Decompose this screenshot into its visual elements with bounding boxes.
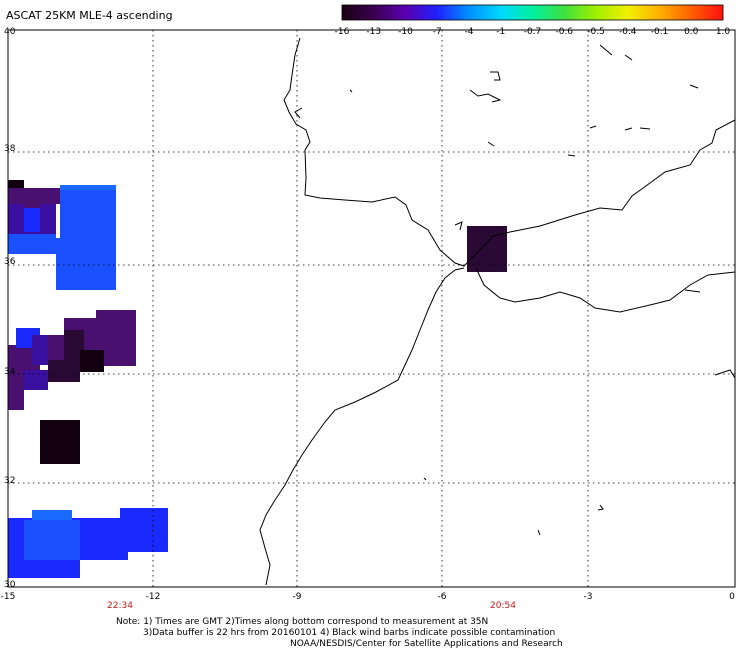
colorbar-label: -0.5 bbox=[587, 27, 605, 37]
colorbar-label: -4 bbox=[464, 27, 474, 37]
map-frame bbox=[7, 29, 736, 588]
lon-label-minus15: -15 bbox=[0, 592, 16, 602]
colorbar-label: -0.7 bbox=[523, 27, 542, 37]
colorbar-label: -0.4 bbox=[618, 27, 637, 37]
wind-data-cell bbox=[8, 234, 56, 254]
wind-data-cell bbox=[40, 420, 80, 464]
colorbar-label: -1 bbox=[496, 27, 506, 37]
note-line-3: NOAA/NESDIS/Center for Satellite Applica… bbox=[290, 639, 563, 649]
wind-data-cell bbox=[80, 518, 120, 560]
colorbar-label: -7 bbox=[432, 27, 442, 37]
colorbar-label: -16 bbox=[334, 27, 350, 37]
wind-data-cell bbox=[24, 560, 80, 578]
colorbar-label: 0.0 bbox=[684, 27, 699, 37]
lat-label-40: 40 bbox=[4, 27, 16, 37]
lat-label-36: 36 bbox=[4, 257, 16, 267]
lon-label-minus3: -3 bbox=[583, 592, 593, 602]
wind-data-cell bbox=[8, 530, 24, 578]
lat-label-34: 34 bbox=[4, 367, 16, 377]
colorbar-label: 1.0 bbox=[715, 27, 731, 37]
colorbar bbox=[341, 4, 724, 21]
lat-label-30: 30 bbox=[4, 580, 16, 590]
wind-data-cell bbox=[48, 335, 68, 360]
wind-data-cell bbox=[120, 508, 168, 552]
wind-data-cell bbox=[8, 380, 24, 410]
lon-label-minus6: -6 bbox=[437, 592, 447, 602]
wind-data-cell bbox=[40, 188, 60, 204]
lon-label-minus9: -9 bbox=[292, 592, 302, 602]
wind-data-cell bbox=[40, 208, 56, 236]
colorbar-label: -0.1 bbox=[650, 27, 669, 37]
wind-data-cell bbox=[32, 510, 72, 520]
colorbar-label: -10 bbox=[398, 27, 413, 37]
wind-data-cell bbox=[24, 208, 40, 232]
wind-data-cells bbox=[8, 180, 507, 578]
lon-label-minus12: -12 bbox=[145, 592, 161, 602]
wind-data-cell bbox=[80, 350, 104, 372]
colorbar-gradient bbox=[341, 4, 724, 21]
note-line-1: Note: 1) Times are GMT 2)Times along bot… bbox=[116, 617, 489, 627]
lat-label-32: 32 bbox=[4, 476, 16, 486]
wind-data-cell bbox=[48, 360, 80, 382]
map-title: ASCAT 25KM MLE-4 ascending bbox=[6, 9, 173, 22]
wind-data-cell bbox=[24, 370, 48, 390]
coastline bbox=[259, 37, 736, 586]
lat-lon-grid bbox=[8, 30, 735, 587]
time-label-2: 20:54 bbox=[490, 601, 516, 611]
time-label-1: 22:34 bbox=[107, 601, 133, 611]
lon-label-0: 0 bbox=[729, 592, 735, 602]
wind-data-cell bbox=[24, 520, 80, 560]
wind-data-cell bbox=[56, 238, 116, 290]
wind-data-cell bbox=[60, 185, 116, 190]
lat-label-38: 38 bbox=[4, 144, 16, 154]
colorbar-label: -13 bbox=[366, 27, 382, 37]
colorbar-label: -0.6 bbox=[555, 27, 574, 37]
wind-data-cell bbox=[467, 226, 507, 272]
note-line-2: 3)Data buffer is 22 hrs from 20160101 4)… bbox=[143, 628, 556, 638]
wind-data-cell bbox=[60, 188, 116, 238]
